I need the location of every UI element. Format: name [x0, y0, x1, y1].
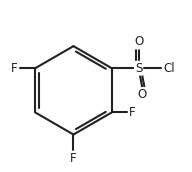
Text: S: S	[135, 62, 142, 75]
Text: O: O	[137, 88, 147, 101]
Text: F: F	[70, 152, 77, 165]
Text: F: F	[11, 62, 18, 75]
Text: Cl: Cl	[164, 62, 175, 75]
Text: O: O	[134, 35, 143, 48]
Text: F: F	[129, 106, 136, 119]
